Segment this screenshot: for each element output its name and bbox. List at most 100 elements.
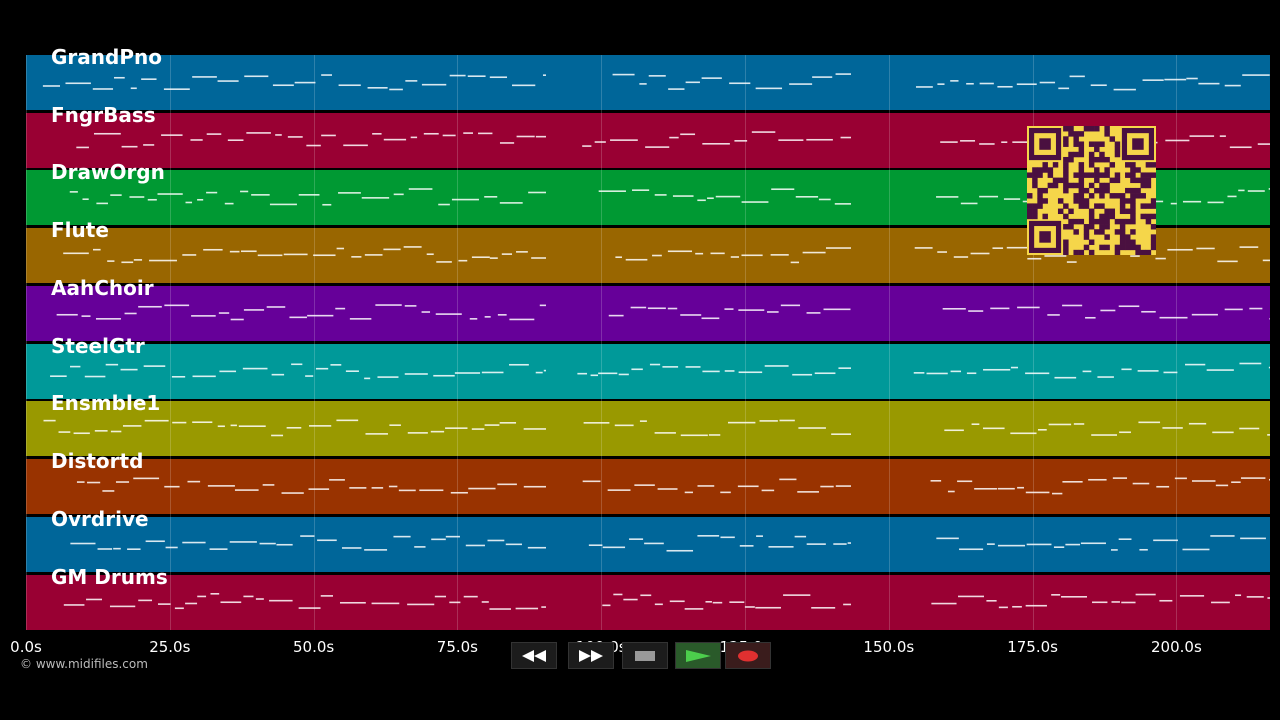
track-label: FngrBass [51,102,156,127]
play-icon [686,649,711,662]
note-mark [1257,143,1270,145]
note-mark [588,544,603,546]
note-mark [979,142,995,145]
note-mark [720,491,731,494]
note-mark [110,431,122,433]
note-mark [203,249,223,251]
note-mark [313,254,336,257]
note-mark [685,365,701,368]
note-mark [790,261,800,264]
note-mark [1090,84,1107,87]
note-mark [644,542,664,545]
rewind-button[interactable] [511,642,557,669]
note-mark [407,603,435,605]
note-mark [739,544,754,547]
note-mark [174,607,184,609]
note-mark [122,425,142,428]
note-mark [414,545,426,548]
note-mark [582,145,592,147]
note-mark [1142,79,1164,81]
note-mark [814,372,836,374]
note-mark [450,492,468,494]
note-mark [499,202,523,205]
note-mark [1239,246,1259,249]
note-mark [238,425,266,428]
note-mark [338,84,361,87]
note-mark [1017,306,1040,309]
rewind-icon [522,649,546,662]
note-mark [756,535,763,537]
note-mark [668,88,685,90]
note-mark [820,485,834,488]
note-mark [667,250,693,253]
note-mark [70,542,96,545]
note-mark [730,256,739,258]
note-mark [63,603,85,606]
note-mark [113,547,121,550]
note-mark [582,480,601,483]
note-mark [364,377,371,379]
track-lane: Distortd [26,449,1270,515]
note-mark [298,606,321,609]
note-mark [509,318,535,321]
note-mark [63,252,89,255]
note-mark [751,130,776,133]
note-mark [590,374,599,376]
note-mark [705,600,712,603]
note-mark [81,315,91,317]
note-mark [107,260,115,263]
note-mark [469,317,478,320]
note-mark [997,488,1015,490]
note-mark [192,76,217,78]
note-mark [163,88,190,90]
note-mark [960,139,976,142]
note-mark [1119,431,1131,434]
note-mark [501,253,513,256]
note-mark [144,420,169,422]
note-mark [246,131,271,134]
record-button[interactable] [725,642,771,669]
track-label: Distortd [51,449,144,474]
note-mark [294,81,316,84]
stop-button[interactable] [622,642,668,669]
note-mark [602,546,626,548]
fast-forward-button[interactable] [568,642,614,669]
note-mark [780,304,801,307]
note-mark [657,488,678,490]
note-mark [652,254,662,257]
note-mark [1186,77,1198,80]
note-mark [489,76,508,79]
track-lane: GM Drums [26,565,1270,630]
note-mark [936,196,959,199]
note-mark [942,307,966,310]
note-mark [430,431,445,433]
note-mark [481,371,504,373]
note-mark [408,188,433,191]
note-mark [1185,363,1206,366]
note-mark [1138,421,1161,424]
note-mark [613,593,623,595]
note-mark [1188,423,1207,425]
note-mark [398,489,416,492]
note-mark [349,317,372,320]
note-mark [371,487,384,489]
note-mark [654,194,667,197]
note-mark [442,134,456,136]
note-mark [541,605,546,608]
note-mark [182,541,206,544]
note-mark [527,546,546,549]
note-mark [1227,196,1237,198]
note-mark [209,548,228,550]
play-button[interactable] [675,642,721,669]
note-mark [737,485,759,488]
note-mark [257,254,283,257]
note-mark [523,428,546,431]
note-mark [982,427,1005,430]
note-mark [138,305,162,308]
note-mark [915,86,933,88]
note-mark [1118,305,1140,307]
note-mark [291,363,303,365]
note-mark [463,132,473,134]
note-mark [986,599,997,602]
tick-label: 150.0s [863,638,915,656]
